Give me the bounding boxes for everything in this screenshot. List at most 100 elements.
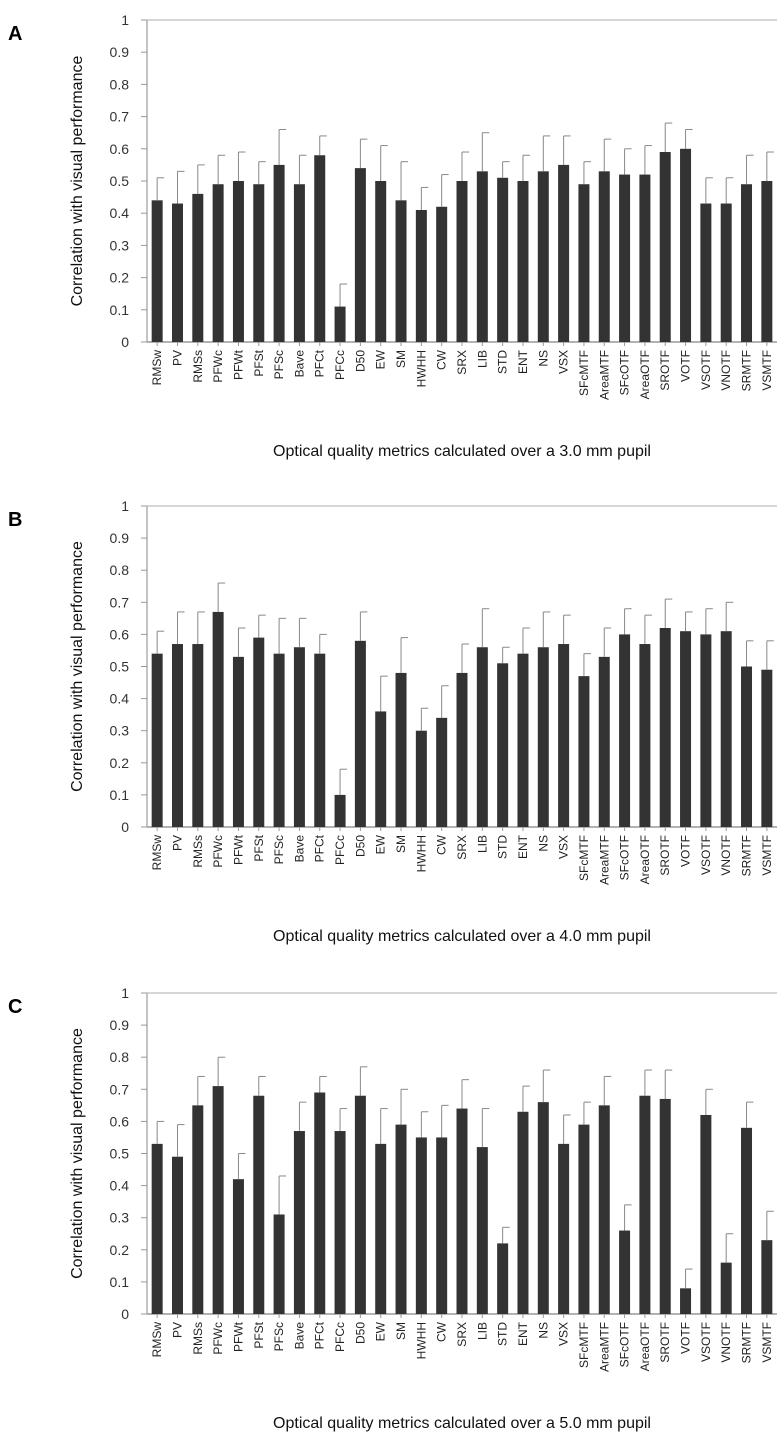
- bar: [192, 644, 204, 827]
- bar: [314, 155, 326, 342]
- y-tick-label: 0.3: [110, 723, 130, 739]
- x-tick-label: PFWt: [231, 834, 245, 865]
- y-tick-label: 0.4: [110, 1178, 130, 1194]
- x-tick-label: VSMTF: [760, 835, 774, 876]
- x-tick-label: SRX: [455, 835, 469, 860]
- x-tick-label: SFcMTF: [577, 350, 591, 396]
- bar: [659, 1098, 671, 1314]
- x-axis-title: Optical quality metrics calculated over …: [273, 1415, 651, 1432]
- bar: [680, 631, 692, 827]
- x-tick-label: D50: [353, 835, 367, 857]
- y-tick-label: 0.8: [110, 76, 130, 92]
- x-tick-label: EW: [374, 1321, 388, 1341]
- x-tick-label: NS: [536, 835, 550, 852]
- bar: [436, 717, 448, 827]
- x-tick-label: VSMTF: [760, 1322, 774, 1363]
- x-tick-label: STD: [496, 835, 510, 859]
- bar: [232, 181, 244, 342]
- x-tick-label: CW: [435, 834, 449, 855]
- x-tick-label: SFcMTF: [577, 835, 591, 881]
- y-tick-label: 0.7: [110, 109, 130, 125]
- x-tick-label: NS: [536, 1322, 550, 1339]
- x-tick-label: ENT: [516, 349, 530, 374]
- bar: [517, 181, 529, 342]
- y-tick-label: 0.7: [110, 594, 130, 610]
- bar: [415, 1137, 427, 1314]
- x-tick-label: PFSc: [272, 350, 286, 379]
- x-tick-label: VNOTF: [719, 350, 733, 391]
- bar: [639, 174, 651, 342]
- y-tick-label: 0.8: [110, 562, 130, 578]
- x-tick-label: CW: [435, 1321, 449, 1342]
- x-tick-label: RMSw: [150, 835, 164, 871]
- bar: [659, 152, 671, 342]
- bar: [639, 644, 651, 827]
- x-tick-label: ENT: [516, 1321, 530, 1346]
- bar: [497, 663, 509, 827]
- y-tick-label: 0.9: [110, 530, 130, 546]
- bar: [741, 666, 753, 827]
- x-tick-label: AreaOTF: [638, 1322, 652, 1371]
- x-tick-label: AreaOTF: [638, 835, 652, 884]
- bar: [700, 203, 712, 342]
- x-axis-title: Optical quality metrics calculated over …: [273, 928, 651, 945]
- x-tick-label: LIB: [475, 350, 489, 368]
- x-tick-label: AreaMTF: [597, 835, 611, 885]
- bar: [253, 184, 265, 342]
- x-tick-label: LIB: [475, 835, 489, 853]
- x-tick-label: PFWt: [231, 349, 245, 380]
- bar: [273, 653, 285, 827]
- x-tick-label: SROTF: [658, 350, 672, 391]
- bar: [598, 171, 610, 342]
- y-tick-label: 0.1: [110, 302, 130, 318]
- y-tick-label: 0.9: [110, 1017, 130, 1033]
- bar: [151, 1143, 163, 1314]
- y-tick-label: 0.2: [110, 755, 130, 771]
- bar: [720, 631, 732, 827]
- x-tick-label: PV: [170, 835, 184, 851]
- x-tick-label: PFWc: [211, 835, 225, 868]
- x-tick-label: SM: [394, 1322, 408, 1340]
- bar: [192, 1105, 204, 1314]
- bar: [578, 1124, 590, 1314]
- bar: [761, 669, 773, 827]
- y-tick-label: 0.3: [110, 237, 130, 253]
- y-tick-label: 0.7: [110, 1081, 130, 1097]
- bar: [354, 1095, 366, 1314]
- bar: [212, 611, 224, 827]
- x-tick-label: AreaMTF: [597, 1322, 611, 1372]
- x-tick-label: PFCt: [313, 349, 327, 377]
- x-tick-label: VNOTF: [719, 1322, 733, 1363]
- x-tick-label: SRX: [455, 1322, 469, 1347]
- x-tick-label: STD: [496, 350, 510, 374]
- y-tick-label: 0.6: [110, 626, 130, 642]
- x-tick-label: HWHH: [414, 835, 428, 872]
- x-tick-label: RMSs: [191, 835, 205, 868]
- x-tick-label: VOTF: [679, 835, 693, 867]
- x-tick-label: PV: [170, 1322, 184, 1338]
- bar: [415, 730, 427, 827]
- bar: [334, 306, 346, 342]
- bar: [619, 634, 631, 827]
- bar: [476, 1147, 488, 1314]
- x-tick-label: SRMTF: [740, 350, 754, 391]
- bar: [375, 1143, 387, 1314]
- bar: [741, 1127, 753, 1314]
- bar: [151, 200, 163, 342]
- x-tick-label: RMSs: [191, 1322, 205, 1355]
- bar: [700, 1114, 712, 1314]
- x-tick-label: PFCc: [333, 350, 347, 380]
- bar: [273, 1214, 285, 1314]
- x-tick-label: PFCc: [333, 1322, 347, 1352]
- x-tick-label: PFSt: [252, 349, 266, 376]
- bar: [334, 794, 346, 827]
- x-tick-label: D50: [353, 350, 367, 372]
- bar: [253, 1095, 265, 1314]
- bar: [436, 206, 448, 342]
- x-tick-label: PFSt: [252, 1321, 266, 1348]
- x-tick-label: VSMTF: [760, 350, 774, 391]
- x-tick-label: SM: [394, 350, 408, 368]
- y-tick-label: 0.1: [110, 1274, 130, 1290]
- y-tick-label: 0: [121, 334, 129, 350]
- x-tick-label: SFcOTF: [618, 835, 632, 880]
